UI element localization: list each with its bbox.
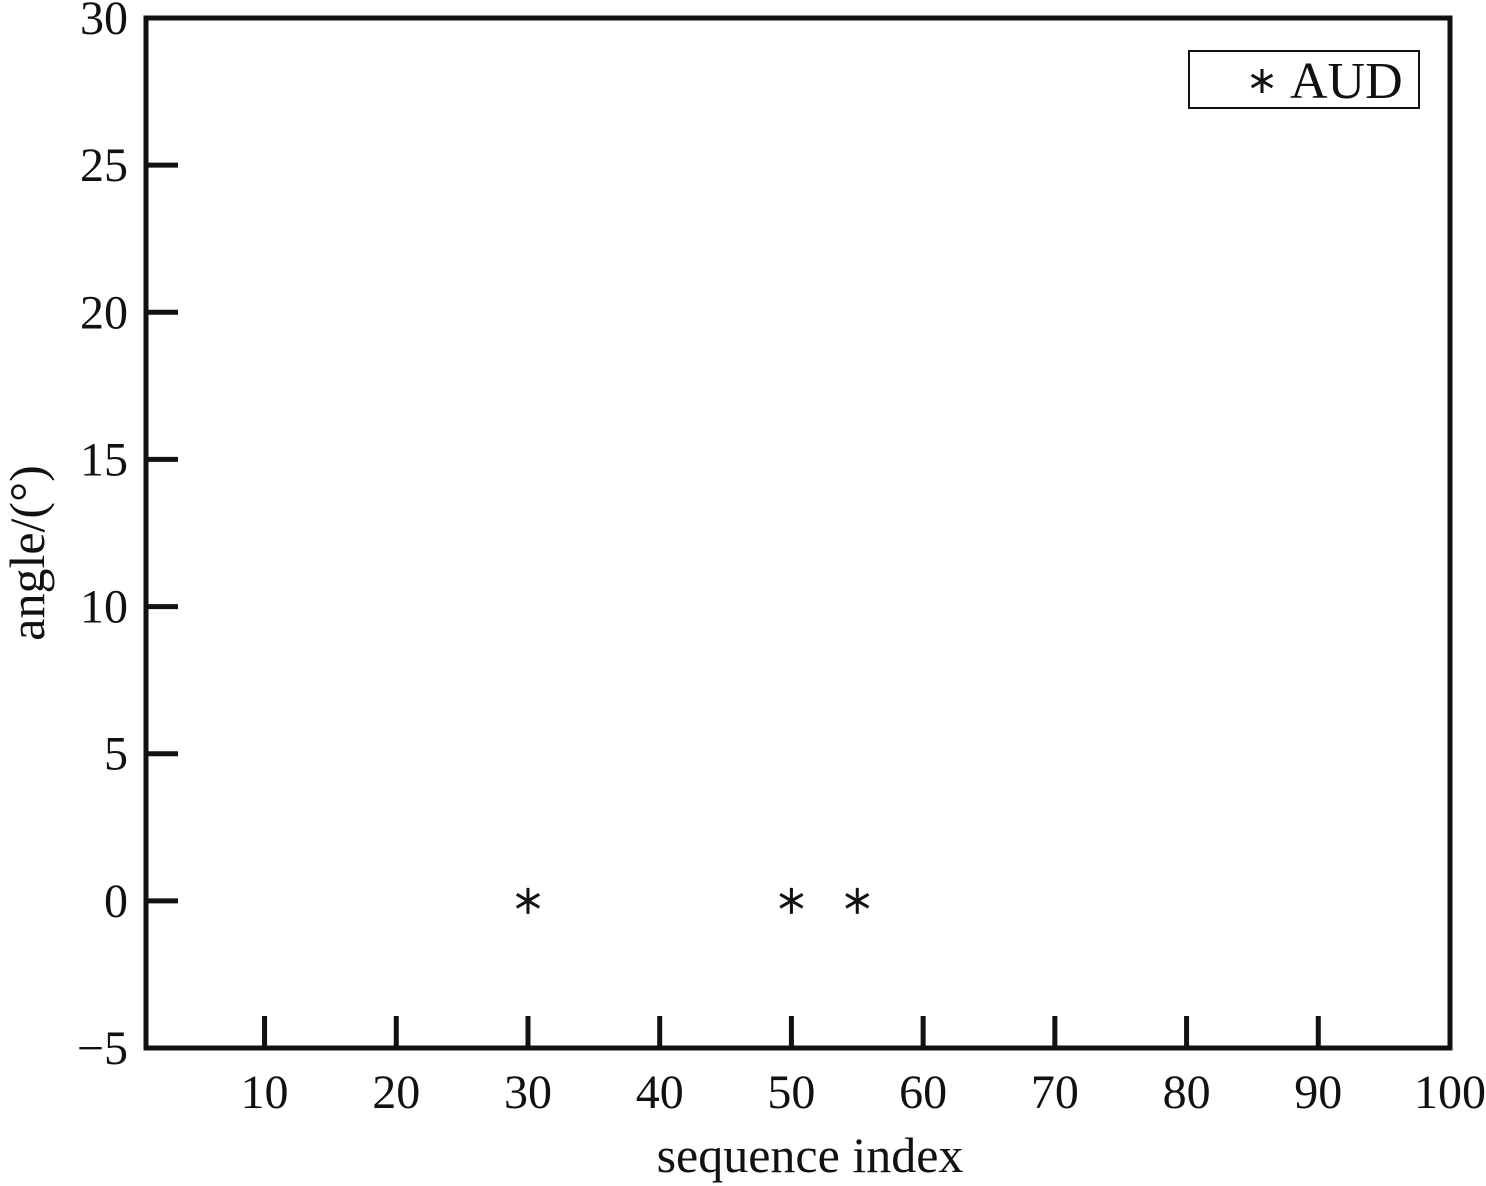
y-tick-label: 20	[80, 286, 128, 339]
plot-area	[143, 15, 1453, 1051]
y-tick-label: 0	[104, 875, 128, 928]
x-axis: 10 20 30 40 50 60 70 80 90 100	[241, 1016, 1486, 1119]
y-axis: −5 0 5 10 15 20 25 30	[77, 0, 178, 1075]
legend-label: AUD	[1290, 53, 1403, 110]
x-tick-label: 10	[241, 1066, 289, 1119]
legend-marker-asterisk-icon	[1250, 69, 1274, 93]
y-tick-label: 10	[80, 581, 128, 634]
x-axis-label: sequence index	[657, 1127, 964, 1183]
x-tick-label: 60	[899, 1066, 947, 1119]
scatter-series-points	[515, 887, 870, 914]
y-tick-label: 25	[80, 139, 128, 192]
legend: AUD	[1188, 50, 1420, 110]
x-tick-label: 80	[1163, 1066, 1211, 1119]
x-tick-label: 100	[1414, 1066, 1486, 1119]
scatter-point	[845, 887, 870, 914]
x-tick-label: 70	[1031, 1066, 1079, 1119]
y-tick-label: −5	[77, 1022, 128, 1075]
y-tick-label: 5	[104, 728, 128, 781]
x-tick-label: 50	[767, 1066, 815, 1119]
x-tick-label: 90	[1294, 1066, 1342, 1119]
legend-box	[1188, 50, 1420, 109]
scatter-point	[515, 887, 540, 914]
x-tick-label: 40	[636, 1066, 684, 1119]
y-axis-label: angle/(°)	[0, 465, 55, 640]
plot-frame	[143, 15, 1453, 1051]
y-tick-label: 15	[80, 433, 128, 486]
legend-asterisk-icon	[1250, 69, 1274, 93]
x-tick-label: 20	[372, 1066, 420, 1119]
scatter-point	[779, 887, 804, 914]
y-tick-label: 30	[80, 0, 128, 45]
x-tick-label: 30	[504, 1066, 552, 1119]
